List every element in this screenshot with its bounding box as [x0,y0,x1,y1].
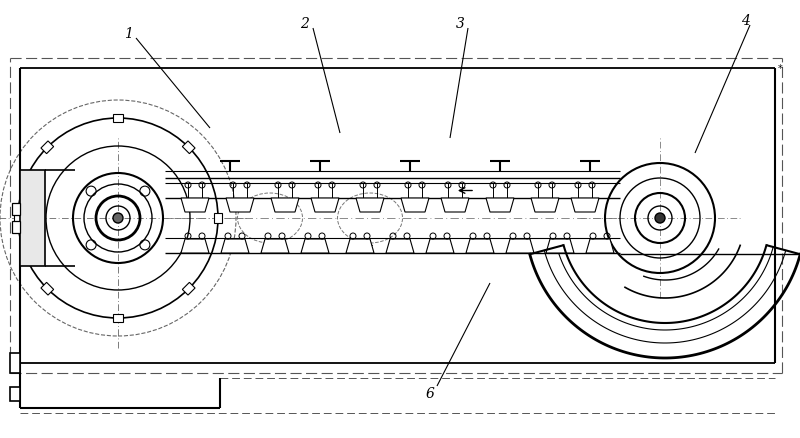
Polygon shape [441,198,469,212]
Polygon shape [113,314,123,322]
Polygon shape [531,198,559,212]
Text: *: * [778,64,782,74]
Polygon shape [182,141,195,154]
Polygon shape [356,198,384,212]
Polygon shape [181,240,209,254]
Bar [12,222,20,233]
Polygon shape [486,198,514,212]
Bar [12,204,20,215]
Circle shape [655,213,665,223]
Polygon shape [261,240,289,254]
Polygon shape [426,240,454,254]
Text: 1: 1 [123,27,133,41]
Polygon shape [401,198,429,212]
Bar [20,171,45,266]
Bar [10,387,20,401]
Polygon shape [546,240,574,254]
Polygon shape [214,213,222,223]
Polygon shape [181,198,209,212]
Polygon shape [113,115,123,123]
Text: 6: 6 [426,386,434,400]
Polygon shape [41,141,54,154]
Polygon shape [466,240,494,254]
Polygon shape [221,240,249,254]
Polygon shape [506,240,534,254]
Polygon shape [311,198,339,212]
Circle shape [113,213,123,223]
Polygon shape [226,198,254,212]
Text: 3: 3 [455,17,465,31]
Text: 4: 4 [741,14,750,28]
Polygon shape [346,240,374,254]
Polygon shape [41,283,54,295]
Text: 2: 2 [301,17,310,31]
Polygon shape [586,240,614,254]
Polygon shape [571,198,599,212]
Polygon shape [301,240,329,254]
Polygon shape [386,240,414,254]
Bar [10,353,20,373]
Polygon shape [14,213,22,223]
Polygon shape [271,198,299,212]
Polygon shape [182,283,195,295]
